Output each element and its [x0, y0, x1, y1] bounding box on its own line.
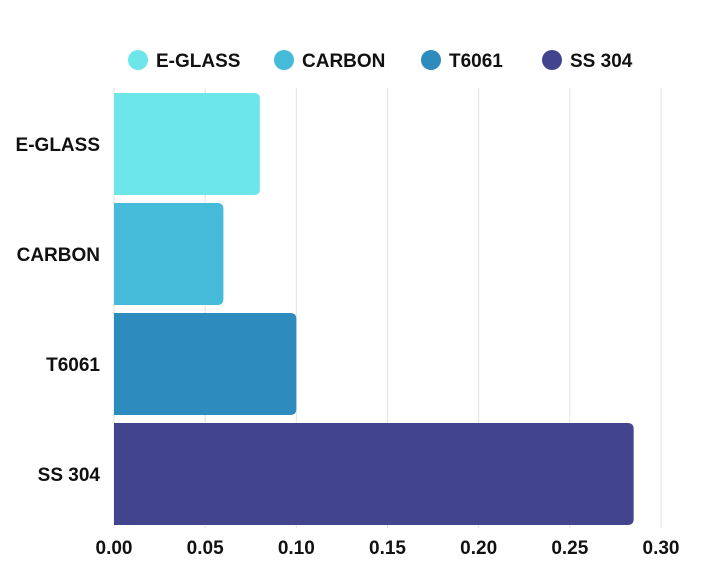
x-tick-label: 0.25	[551, 538, 588, 559]
legend-label: SS 304	[570, 51, 633, 72]
x-tick-label: 0.10	[278, 538, 315, 559]
x-tick-label: 0.15	[369, 538, 406, 559]
x-tick-label: 0.20	[460, 538, 497, 559]
legend-item: T6061	[421, 50, 503, 72]
legend-swatch	[128, 50, 148, 70]
category-label: E-GLASS	[16, 135, 100, 156]
category-label: CARBON	[17, 245, 100, 266]
bar-e-glass	[114, 93, 260, 195]
legend-item: CARBON	[274, 50, 385, 72]
category-label: SS 304	[38, 465, 101, 486]
x-axis-tick-labels: 0.00 0.05 0.10 0.15 0.20 0.25 0.30	[96, 538, 680, 559]
legend-label: E-GLASS	[156, 51, 240, 72]
category-labels: E-GLASS CARBON T6061 SS 304	[16, 135, 101, 486]
legend-swatch	[421, 50, 441, 70]
x-tick-label: 0.00	[96, 538, 133, 559]
legend-item: SS 304	[542, 50, 633, 72]
legend-label: CARBON	[302, 51, 385, 72]
legend-item: E-GLASS	[128, 50, 240, 72]
bar-t6061	[114, 313, 297, 415]
legend-label: T6061	[449, 51, 503, 72]
legend: E-GLASS CARBON T6061 SS 304	[128, 50, 633, 72]
x-tick-label: 0.30	[643, 538, 680, 559]
category-label: T6061	[46, 355, 100, 376]
legend-swatch	[274, 50, 294, 70]
bars	[114, 93, 634, 525]
bar-carbon	[114, 203, 224, 305]
x-tick-label: 0.05	[187, 538, 224, 559]
legend-swatch	[542, 50, 562, 70]
bar-ss-304	[114, 423, 634, 525]
